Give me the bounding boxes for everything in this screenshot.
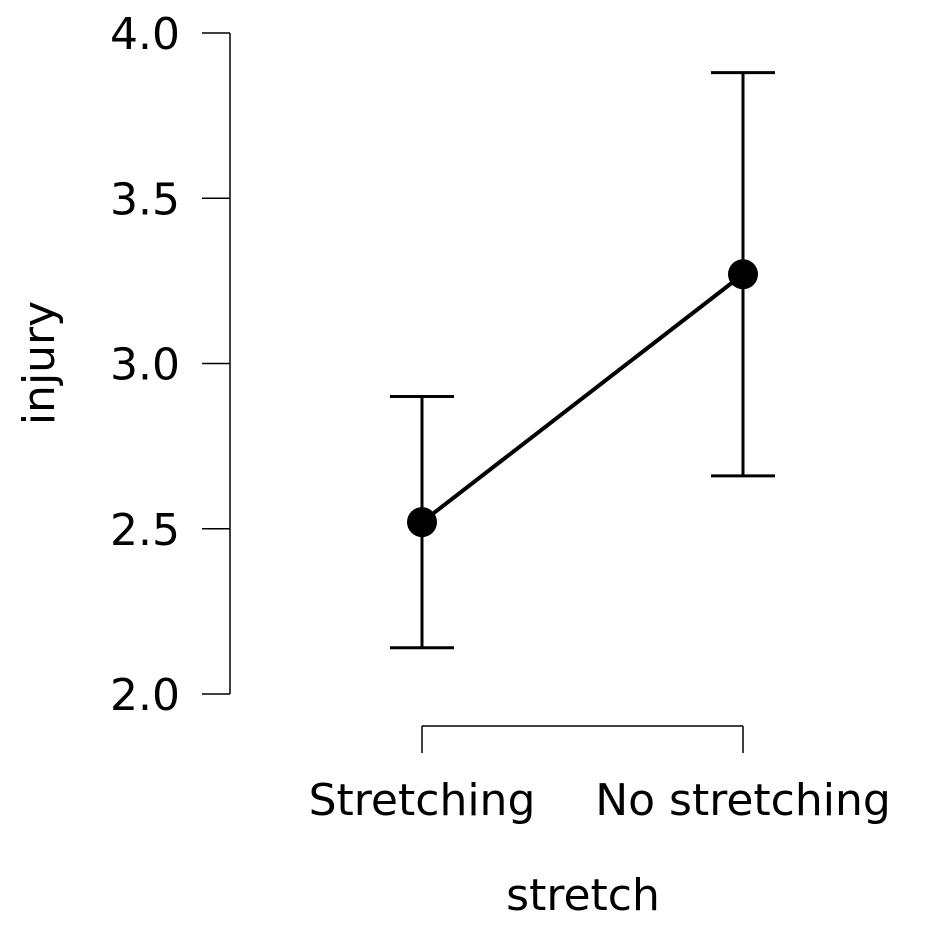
data-point [407,507,437,538]
x-axis-title: stretch [506,870,660,921]
x-axis: Stretching No stretching [309,725,891,826]
y-tick-label: 4.0 [110,9,180,60]
y-axis-title: injury [14,301,65,425]
x-tick-label: No stretching [595,775,891,826]
y-tick-label: 2.5 [110,505,180,556]
y-tick-label: 3.5 [110,174,180,225]
y-tick-label: 3.0 [110,340,180,391]
y-tick-label: 2.0 [110,670,180,721]
x-tick-label: Stretching [309,775,536,826]
data-point [728,259,758,290]
y-axis: 2.0 2.5 3.0 3.5 4.0 [110,9,231,721]
series [390,71,775,650]
series-line [420,272,745,524]
